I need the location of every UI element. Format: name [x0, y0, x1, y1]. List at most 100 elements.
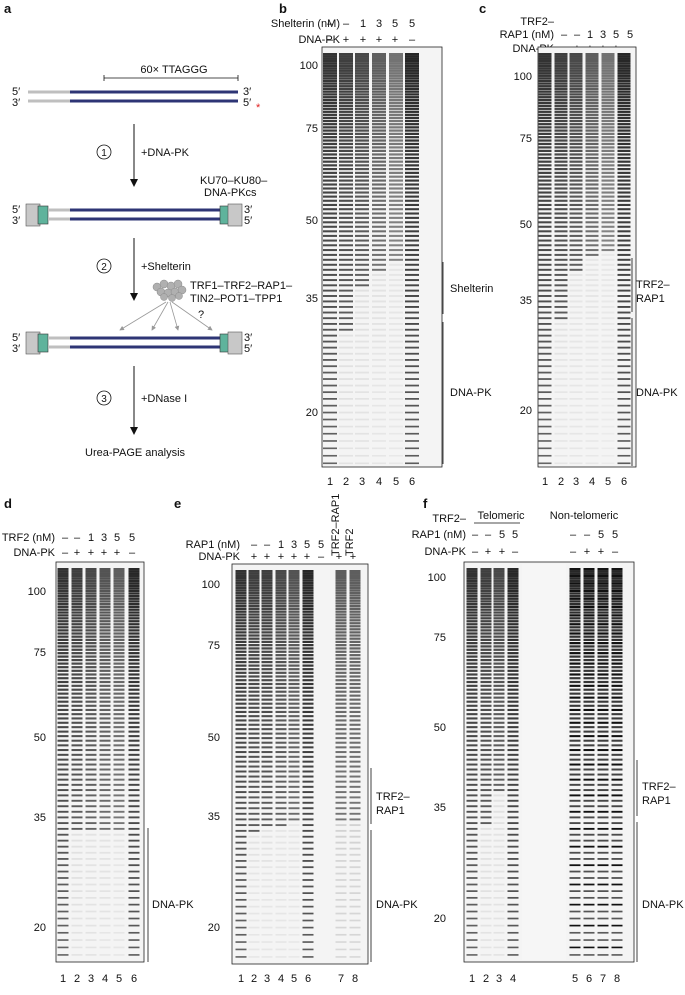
gel-band	[99, 592, 111, 595]
gel-band	[480, 744, 492, 747]
gel-band	[569, 317, 583, 320]
gel-frame	[55, 561, 145, 963]
b-lane-number: 1	[327, 476, 333, 488]
gel-band	[569, 924, 581, 927]
gel-band	[302, 885, 314, 888]
gel-band	[113, 903, 125, 906]
gel-band	[288, 719, 300, 722]
gel-band	[113, 799, 125, 802]
gel-band	[323, 191, 337, 194]
gel-band	[261, 723, 273, 726]
gel-band	[275, 647, 287, 650]
gel-band	[480, 794, 492, 797]
gel-band	[113, 851, 125, 854]
gel-band	[466, 726, 478, 729]
gel-band	[601, 171, 615, 174]
gel-band	[57, 597, 69, 600]
gel-band	[538, 139, 552, 142]
gel-band	[405, 371, 419, 374]
gel-band	[480, 652, 492, 655]
gel-band	[302, 679, 314, 682]
gel-band	[617, 93, 631, 96]
gel-band	[597, 789, 609, 792]
gel-band	[617, 77, 631, 80]
gel-band	[585, 249, 599, 252]
gel-band	[372, 64, 386, 68]
gel-band	[85, 773, 97, 776]
gel-band	[480, 946, 492, 949]
gel-band	[480, 597, 492, 600]
gel-band	[99, 713, 111, 716]
gel-band	[302, 801, 314, 804]
gel-band	[601, 119, 615, 123]
gel-band	[611, 744, 623, 747]
row1-value: –	[561, 29, 568, 41]
row1-value: 5	[392, 18, 398, 30]
gel-band	[372, 149, 386, 153]
gel-band	[302, 586, 314, 590]
gel-band	[248, 650, 260, 653]
gel-band	[466, 883, 478, 886]
gel-band	[57, 608, 69, 611]
gel-band	[335, 654, 347, 657]
gel-band	[583, 799, 595, 802]
gel-band	[389, 300, 403, 303]
gel-band	[538, 258, 552, 261]
gel-band	[128, 669, 140, 672]
gel-band	[323, 101, 337, 105]
gel-band	[113, 570, 125, 573]
gel-band	[323, 378, 337, 380]
gel-band	[554, 305, 568, 308]
gel-band	[339, 55, 353, 58]
gel-band	[57, 810, 69, 813]
gel-band	[611, 827, 623, 830]
gel-band	[275, 654, 287, 657]
row1-value: 1	[360, 18, 366, 30]
gel-band	[248, 818, 260, 821]
gel-band	[611, 600, 623, 603]
gel-band	[538, 195, 552, 198]
gel-band	[113, 648, 125, 651]
gel-band	[372, 116, 386, 120]
gel-band	[480, 721, 492, 724]
gel-band	[261, 690, 273, 693]
d-size-marker: 35	[34, 812, 46, 824]
gel-band	[261, 919, 273, 922]
gel-band	[507, 584, 519, 588]
gel-band	[389, 398, 403, 400]
gel-band	[538, 168, 552, 171]
gel-band	[323, 107, 337, 110]
gel-band	[493, 717, 505, 720]
gel-band	[617, 216, 631, 219]
gel-band	[355, 273, 369, 276]
row1-value: –	[264, 539, 271, 551]
gel-band	[405, 72, 419, 75]
gel-band	[569, 249, 583, 252]
gel-lane	[248, 570, 260, 958]
gel-band	[554, 398, 568, 400]
gel-band	[57, 735, 69, 738]
ku-complex-label-1: KU70–KU80–	[200, 175, 268, 187]
end-5p-label: 5′	[244, 343, 252, 355]
gel-band	[507, 611, 519, 614]
gel-band	[466, 903, 478, 906]
gel-band	[466, 700, 478, 703]
gel-band	[85, 763, 97, 766]
gel-band	[493, 739, 505, 742]
f-lane-number: 6	[586, 973, 592, 985]
gel-band	[85, 688, 97, 691]
gel-band	[569, 851, 581, 854]
gel-band	[554, 55, 568, 58]
gel-band	[235, 723, 247, 726]
gel-band	[113, 917, 125, 920]
gel-band	[569, 574, 581, 578]
gel-band	[493, 602, 505, 606]
gel-band	[480, 582, 492, 585]
gel-band	[323, 346, 337, 349]
gel-band	[554, 239, 568, 242]
gel-band	[248, 654, 260, 657]
gel-band	[372, 411, 386, 414]
gel-band	[235, 919, 247, 922]
gel-band	[248, 892, 260, 894]
gel-band	[389, 67, 403, 70]
